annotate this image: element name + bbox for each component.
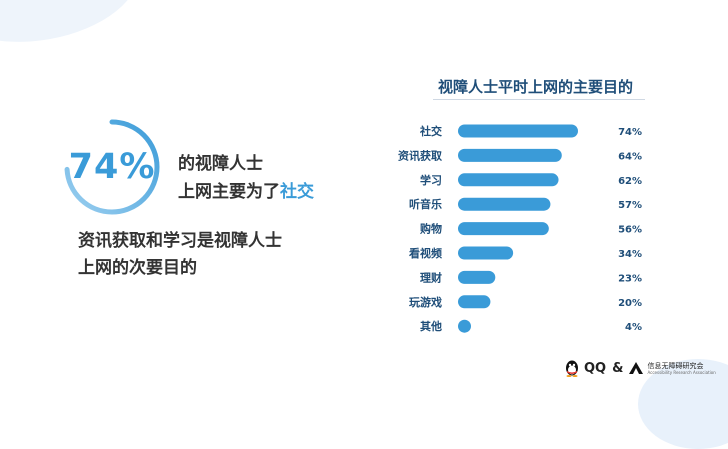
- bar-chart: 社交 74% 资讯获取 64% 学习 62% 听音乐 57% 购物 56% 看视频 34% 理财 23% 玩…: [398, 124, 642, 333]
- secondary-line-2: 上网的次要目的: [78, 258, 197, 278]
- category-label: 理财: [420, 270, 442, 284]
- hero-headline: 的视障人士 上网主要为了社交: [178, 150, 314, 206]
- org-name-block: 信息无障碍研究会 Accessibility Research Associat…: [647, 362, 715, 375]
- qq-penguin-icon: [566, 360, 578, 377]
- bar: [458, 148, 562, 162]
- chart-title-rule: [433, 99, 645, 100]
- value-label: 23%: [618, 273, 642, 284]
- secondary-text: 资讯获取和学习是视障人士 上网的次要目的: [78, 228, 282, 282]
- ampersand: &: [612, 360, 624, 376]
- bar: [458, 124, 578, 138]
- secondary-line-1: 资讯获取和学习是视障人士: [78, 231, 282, 251]
- hero-line-2-highlight: 社交: [280, 182, 314, 202]
- category-label: 其他: [420, 319, 442, 333]
- org-name-sub: Accessibility Research Association: [647, 369, 716, 375]
- value-label: 20%: [618, 298, 642, 309]
- percent-ring: [64, 119, 160, 215]
- value-label: 56%: [618, 225, 642, 236]
- bar: [458, 246, 514, 260]
- hero-line-2: 上网主要为了社交: [178, 178, 314, 206]
- bar: [458, 319, 471, 333]
- chart-title: 视障人士平时上网的主要目的: [438, 78, 634, 96]
- value-label: 57%: [618, 200, 642, 211]
- value-label: 62%: [618, 176, 642, 187]
- percent-ring-arc: [64, 119, 160, 215]
- category-label: 社交: [419, 124, 442, 138]
- category-label: 学习: [420, 173, 442, 187]
- category-label: 玩游戏: [409, 295, 442, 309]
- bar: [458, 295, 491, 309]
- footer-logos: QQ & 信息无障碍研究会 Accessibility Research Ass…: [564, 359, 716, 377]
- value-label: 34%: [618, 249, 642, 260]
- bar: [458, 197, 551, 211]
- value-label: 4%: [625, 322, 642, 333]
- hero-line-1: 的视障人士: [178, 154, 263, 174]
- value-label: 74%: [618, 127, 642, 138]
- org-name: 信息无障碍研究会: [647, 361, 704, 370]
- category-label: 听音乐: [409, 197, 442, 211]
- hero-percent: 74%: [68, 147, 156, 187]
- category-label: 资讯获取: [398, 148, 442, 162]
- value-label: 64%: [618, 151, 642, 162]
- bar: [458, 173, 559, 187]
- qq-brand-text: QQ: [584, 360, 607, 376]
- bar: [458, 222, 549, 236]
- bar: [458, 270, 496, 284]
- category-label: 购物: [420, 222, 442, 236]
- category-label: 看视频: [409, 246, 442, 260]
- hero-line-2-prefix: 上网主要为了: [178, 182, 280, 202]
- org-logo-icon: [629, 362, 644, 374]
